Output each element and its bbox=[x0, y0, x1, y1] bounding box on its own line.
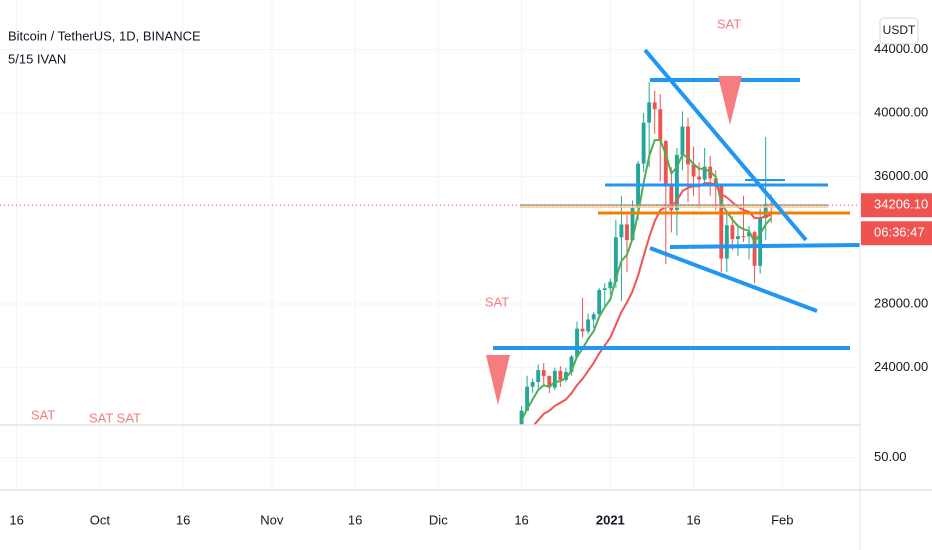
currency-button-label[interactable]: USDT bbox=[883, 23, 916, 37]
trend-line bbox=[649, 246, 818, 313]
candle-body bbox=[724, 225, 729, 259]
x-tick-label: 16 bbox=[176, 512, 190, 527]
candle-body bbox=[608, 281, 613, 289]
candle-body bbox=[735, 236, 740, 240]
candle-body bbox=[658, 109, 663, 142]
candle-body bbox=[697, 176, 702, 180]
candle-body bbox=[586, 319, 591, 332]
candle-body bbox=[730, 225, 735, 240]
currency-button[interactable] bbox=[879, 17, 919, 45]
y-tick-label: 50.00 bbox=[874, 449, 907, 464]
x-tick-label: 16 bbox=[686, 512, 700, 527]
candle-body bbox=[719, 185, 724, 259]
countdown-box bbox=[861, 221, 932, 246]
candle-body bbox=[625, 224, 629, 241]
candle-body bbox=[674, 154, 679, 211]
last-price-label: 34206.10 bbox=[874, 197, 928, 212]
drawings bbox=[486, 48, 860, 405]
candle-body bbox=[652, 102, 657, 110]
x-tick-label: 16 bbox=[348, 512, 362, 527]
candle-body bbox=[530, 382, 535, 387]
candle-body bbox=[691, 164, 696, 177]
x-tick-label: Dic bbox=[429, 512, 448, 527]
axes: 24000.00 28000.00 36000.00 40000.00 44000.00… bbox=[0, 41, 932, 527]
candle-body bbox=[547, 375, 552, 388]
candle-body bbox=[663, 141, 668, 185]
x-tick-label: 16 bbox=[514, 512, 528, 527]
x-tick-label: 16 bbox=[9, 512, 23, 527]
candle-body bbox=[575, 328, 579, 357]
candle-body bbox=[630, 208, 635, 241]
moving-average bbox=[520, 139, 772, 421]
x-tick-label: Feb bbox=[771, 512, 793, 527]
signal-label: SAT SAT bbox=[89, 410, 141, 425]
candle-body bbox=[680, 126, 685, 155]
x-tick-label: Nov bbox=[260, 512, 284, 527]
candle-body bbox=[702, 166, 707, 180]
candle-body bbox=[563, 371, 568, 380]
y-tick-label: 44000.00 bbox=[874, 41, 928, 56]
candle-body bbox=[591, 314, 596, 320]
countdown-label: 06:36:47 bbox=[874, 225, 925, 240]
symbol-title: Bitcoin / TetherUS, 1D, BINANCE bbox=[8, 28, 201, 43]
candle-body bbox=[669, 184, 674, 211]
trend-line bbox=[669, 243, 860, 249]
indicator-title: 5/15 IVAN bbox=[8, 51, 66, 66]
annotations: SAT SAT SAT SAT SAT bbox=[31, 16, 741, 425]
candle-body bbox=[552, 370, 557, 388]
candle-body bbox=[613, 237, 618, 282]
candle-body bbox=[597, 290, 602, 315]
signal-label: SAT bbox=[717, 16, 741, 31]
candle-body bbox=[569, 356, 574, 372]
y-tick-label: 24000.00 bbox=[874, 359, 928, 374]
y-tick-label: 40000.00 bbox=[874, 104, 928, 119]
candle-body bbox=[752, 232, 757, 266]
candle-body bbox=[558, 370, 563, 380]
candle-body bbox=[536, 370, 541, 383]
x-tick-label: Oct bbox=[90, 512, 111, 527]
candle-body bbox=[519, 410, 524, 425]
candle-body bbox=[641, 122, 646, 164]
candle-body bbox=[747, 232, 751, 237]
signal-label: SAT bbox=[485, 294, 509, 309]
candle-body bbox=[541, 370, 546, 376]
candle-body bbox=[758, 218, 763, 266]
signal-label: SAT bbox=[31, 407, 55, 422]
moving-average bbox=[532, 182, 772, 425]
candle-body bbox=[741, 236, 746, 238]
y-tick-label: 28000.00 bbox=[874, 295, 928, 310]
candle-body bbox=[763, 203, 768, 219]
candle-body bbox=[602, 288, 607, 291]
candle-body bbox=[619, 224, 624, 238]
candle-body bbox=[525, 386, 530, 411]
candle-body bbox=[647, 102, 652, 123]
last-price-box bbox=[861, 193, 932, 218]
candle-body bbox=[580, 328, 585, 332]
trend-line bbox=[643, 48, 808, 242]
candle-body bbox=[686, 126, 690, 165]
sell-signal bbox=[718, 76, 742, 125]
sell-signal bbox=[486, 355, 510, 405]
y-tick-label: 36000.00 bbox=[874, 168, 928, 183]
plot-area bbox=[519, 81, 774, 425]
x-tick-label: 2021 bbox=[596, 512, 625, 527]
